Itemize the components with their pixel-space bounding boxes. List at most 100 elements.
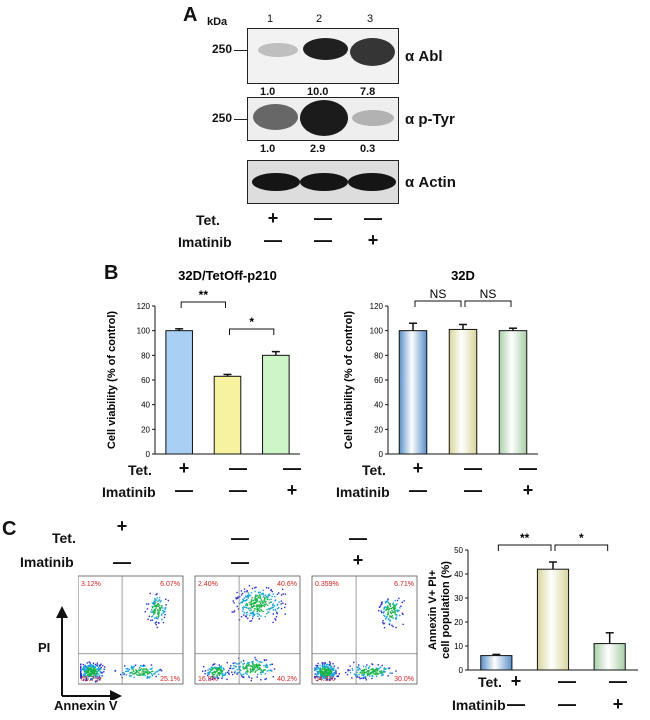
flow-event [256,610,258,613]
flow-event [269,601,272,603]
flow-event [125,674,127,676]
imatinib-label: Imatinib [20,554,74,570]
flow-event [250,601,252,603]
flow-event [321,664,324,667]
flow-event [314,668,316,671]
flow-event [217,669,219,672]
flow-event [145,669,147,671]
flow-event [280,607,283,610]
flow-event [268,593,270,595]
flow-event [231,611,233,613]
flow-event [255,608,257,610]
flow-event [154,609,157,611]
quant-value: 1.0 [260,86,276,98]
bar [448,328,478,455]
quant-value: 1.0 [260,143,276,155]
flow-event [142,669,144,671]
flow-event [220,666,222,668]
blot-band [300,100,348,136]
flow-event [383,606,385,609]
flow-event [262,601,264,604]
flow-event [217,677,220,680]
flow-event [317,671,319,673]
flow-event [251,613,253,615]
flow-event [396,603,398,605]
flow-event [353,661,355,664]
flow-event [164,607,167,609]
flow-event [211,666,213,669]
flow-event [253,669,256,671]
flow-event [83,676,86,678]
flow-event [240,590,243,592]
flow-event [254,587,256,589]
flow-event [382,612,385,614]
flow-event [268,608,271,611]
flow-event [126,668,129,670]
flow-event [247,597,250,599]
flow-event [213,671,216,674]
quant-value: 0.3 [360,143,376,155]
flow-event [373,673,375,675]
flow-event [249,620,251,622]
flow-event [327,670,329,672]
flow-event [252,660,254,663]
flow-event [204,670,206,672]
flow-event [164,598,167,601]
flow-event [401,612,404,615]
flow-event [161,604,163,607]
flow-event [138,674,141,677]
flow-event [387,601,390,604]
flow-event [385,606,387,608]
significance-bracket [554,544,609,551]
flow-event [371,677,373,680]
flow-event [145,672,147,674]
flow-event [255,586,257,588]
flow-event [274,619,277,621]
flow-event [358,673,360,676]
flow-event [256,608,258,611]
flow-event [371,669,374,671]
condition-sign: — [558,694,576,714]
flow-event [94,668,96,670]
flow-event [126,670,128,673]
flow-event [147,670,149,672]
flow-event [382,621,384,624]
flow-event [212,663,215,666]
flow-event [256,604,258,606]
flow-event [380,604,382,606]
flow-event [145,667,147,670]
flow-event [374,670,376,672]
flow-event [211,668,214,670]
flow-event [377,610,380,612]
flow-event [147,603,150,605]
flow-event [362,676,365,678]
flow-event [327,668,330,670]
flow-event [159,606,161,609]
flow-event [382,671,384,673]
flow-event [80,669,83,671]
flow-event [148,672,150,675]
flow-event [268,602,270,604]
flow-event [374,668,377,671]
flow-event [267,594,270,596]
flow-event [234,670,236,673]
bar [262,354,290,455]
flow-event [280,594,283,596]
flow-event [270,663,272,666]
flow-event [266,604,269,607]
flow-event [394,605,396,607]
flow-event [254,663,256,666]
flow-event [319,672,322,674]
flow-event [263,664,265,667]
flow-event [373,669,375,671]
annexin-axis-label: Annexin V [54,698,118,713]
flow-event [94,680,97,682]
flow-event [146,675,149,678]
blot-label-ptyr: α p-Tyr [405,111,455,128]
flow-event [255,658,257,661]
flow-event [216,674,218,676]
flow-event [201,670,204,672]
flow-event [159,668,162,671]
flow-event [85,677,88,680]
flow-event [278,592,280,594]
